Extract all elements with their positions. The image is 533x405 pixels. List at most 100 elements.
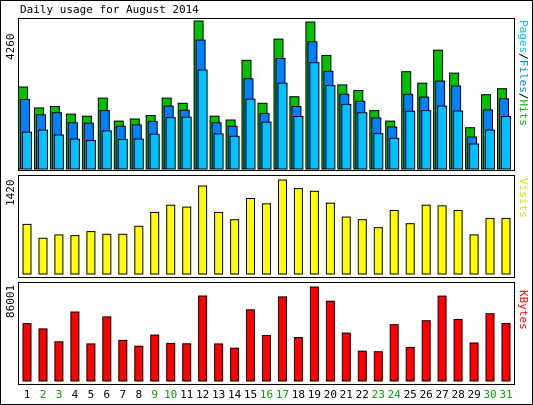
bar-pages-day-10 bbox=[165, 117, 176, 170]
bar-kbytes-day-29 bbox=[469, 342, 479, 382]
bar-kbytes-day-22 bbox=[357, 350, 367, 382]
bar-kbytes-day-7 bbox=[118, 339, 128, 382]
bar-kbytes-day-10 bbox=[166, 342, 176, 382]
bar-visits-day-1 bbox=[22, 223, 32, 275]
bar-pages-day-7 bbox=[117, 139, 128, 170]
bar-visits-day-23 bbox=[373, 227, 383, 275]
bar-pages-day-25 bbox=[405, 110, 416, 170]
bar-visits-day-2 bbox=[38, 237, 48, 275]
bar-kbytes-day-20 bbox=[325, 300, 335, 382]
bar-kbytes-day-21 bbox=[341, 332, 351, 382]
bar-visits-day-18 bbox=[293, 188, 303, 275]
bar-kbytes-day-5 bbox=[86, 343, 96, 382]
bar-visits-day-8 bbox=[134, 225, 144, 275]
requests-legend: Pages/Files/Hits bbox=[517, 20, 530, 126]
bar-visits-day-9 bbox=[150, 211, 160, 275]
x-tick-label-1: 1 bbox=[24, 388, 31, 401]
bar-kbytes-day-11 bbox=[182, 343, 192, 382]
x-tick-label-13: 13 bbox=[212, 388, 225, 401]
bar-kbytes-day-14 bbox=[230, 347, 240, 382]
legend-sep-2: / bbox=[517, 93, 530, 100]
bar-pages-day-20 bbox=[325, 85, 336, 170]
bar-kbytes-day-6 bbox=[102, 316, 112, 382]
bar-pages-day-15 bbox=[245, 98, 256, 170]
bar-pages-day-1 bbox=[22, 131, 32, 170]
bar-pages-day-16 bbox=[261, 121, 272, 170]
bar-kbytes-day-2 bbox=[38, 328, 48, 382]
bar-kbytes-day-9 bbox=[150, 334, 160, 382]
bar-visits-day-20 bbox=[325, 202, 335, 275]
x-tick-label-10: 10 bbox=[164, 388, 177, 401]
bar-pages-day-18 bbox=[293, 116, 304, 170]
bar-visits-day-19 bbox=[309, 190, 319, 275]
bar-visits-day-13 bbox=[214, 211, 224, 275]
bar-kbytes-day-18 bbox=[293, 337, 303, 382]
chart-title: Daily usage for August 2014 bbox=[20, 3, 199, 16]
bar-pages-day-8 bbox=[133, 138, 144, 170]
bar-visits-day-29 bbox=[469, 234, 479, 275]
bar-kbytes-day-16 bbox=[262, 335, 271, 382]
x-tick-label-5: 5 bbox=[88, 388, 95, 401]
bar-kbytes-day-3 bbox=[54, 341, 64, 382]
bar-visits-day-27 bbox=[437, 205, 447, 275]
bar-kbytes-day-13 bbox=[214, 343, 224, 382]
bar-pages-day-2 bbox=[38, 129, 48, 170]
requests-ymax-label: 4260 bbox=[4, 34, 17, 61]
bar-pages-day-31 bbox=[501, 116, 511, 170]
bar-visits-day-17 bbox=[278, 179, 287, 275]
bar-visits-day-7 bbox=[118, 233, 128, 275]
x-tick-label-29: 29 bbox=[467, 388, 480, 401]
x-tick-label-25: 25 bbox=[404, 388, 417, 401]
bar-pages-day-11 bbox=[181, 116, 192, 170]
bar-kbytes-day-24 bbox=[389, 324, 399, 382]
x-tick-label-7: 7 bbox=[119, 388, 126, 401]
bar-visits-day-4 bbox=[70, 235, 80, 275]
bar-visits-day-26 bbox=[421, 204, 431, 275]
bar-pages-day-14 bbox=[229, 135, 240, 170]
bar-pages-day-4 bbox=[69, 138, 80, 170]
x-tick-label-28: 28 bbox=[451, 388, 464, 401]
bar-pages-day-27 bbox=[437, 105, 448, 170]
bar-pages-day-28 bbox=[453, 110, 464, 170]
bar-visits-day-21 bbox=[341, 216, 351, 275]
bar-visits-day-10 bbox=[166, 204, 176, 275]
kbytes-legend: KBytes bbox=[517, 290, 530, 330]
legend-pages: Pages bbox=[517, 20, 530, 53]
bar-kbytes-day-31 bbox=[501, 323, 511, 382]
bar-visits-day-15 bbox=[246, 198, 255, 275]
bar-kbytes-day-12 bbox=[198, 295, 208, 382]
x-tick-label-4: 4 bbox=[72, 388, 79, 401]
bar-pages-day-3 bbox=[53, 134, 64, 170]
legend-hits: Hits bbox=[517, 100, 530, 127]
x-tick-label-23: 23 bbox=[372, 388, 385, 401]
bar-visits-day-31 bbox=[501, 217, 511, 275]
x-tick-label-12: 12 bbox=[196, 388, 209, 401]
bar-pages-day-19 bbox=[309, 62, 320, 170]
legend-files: Files bbox=[517, 60, 530, 93]
x-tick-label-2: 2 bbox=[40, 388, 47, 401]
bar-kbytes-day-19 bbox=[309, 286, 319, 382]
bar-pages-day-5 bbox=[85, 140, 96, 170]
x-tick-label-24: 24 bbox=[388, 388, 402, 401]
bar-visits-day-5 bbox=[86, 231, 96, 275]
bar-kbytes-day-30 bbox=[485, 313, 495, 382]
bar-kbytes-day-25 bbox=[405, 346, 415, 382]
bar-kbytes-day-17 bbox=[278, 296, 287, 382]
x-tick-label-30: 30 bbox=[483, 388, 496, 401]
x-tick-label-19: 19 bbox=[308, 388, 321, 401]
legend-sep-1: / bbox=[517, 53, 530, 60]
bar-pages-day-12 bbox=[197, 69, 208, 170]
x-tick-label-20: 20 bbox=[324, 388, 337, 401]
x-tick-label-14: 14 bbox=[228, 388, 242, 401]
x-tick-label-15: 15 bbox=[244, 388, 257, 401]
bar-pages-day-29 bbox=[469, 143, 480, 170]
bar-visits-day-3 bbox=[54, 234, 64, 275]
bar-visits-day-11 bbox=[182, 206, 192, 275]
x-tick-labels: 1 2 3 4 5 6 7 8 9 10 11 12 13 14 15 16 17 18 19 20 21 22 23 24 2… bbox=[24, 388, 513, 401]
bar-pages-day-17 bbox=[277, 82, 288, 170]
x-tick-label-22: 22 bbox=[356, 388, 369, 401]
x-tick-label-21: 21 bbox=[340, 388, 353, 401]
x-tick-label-3: 3 bbox=[56, 388, 63, 401]
kbytes-ymax-label: 86001 bbox=[4, 285, 17, 318]
